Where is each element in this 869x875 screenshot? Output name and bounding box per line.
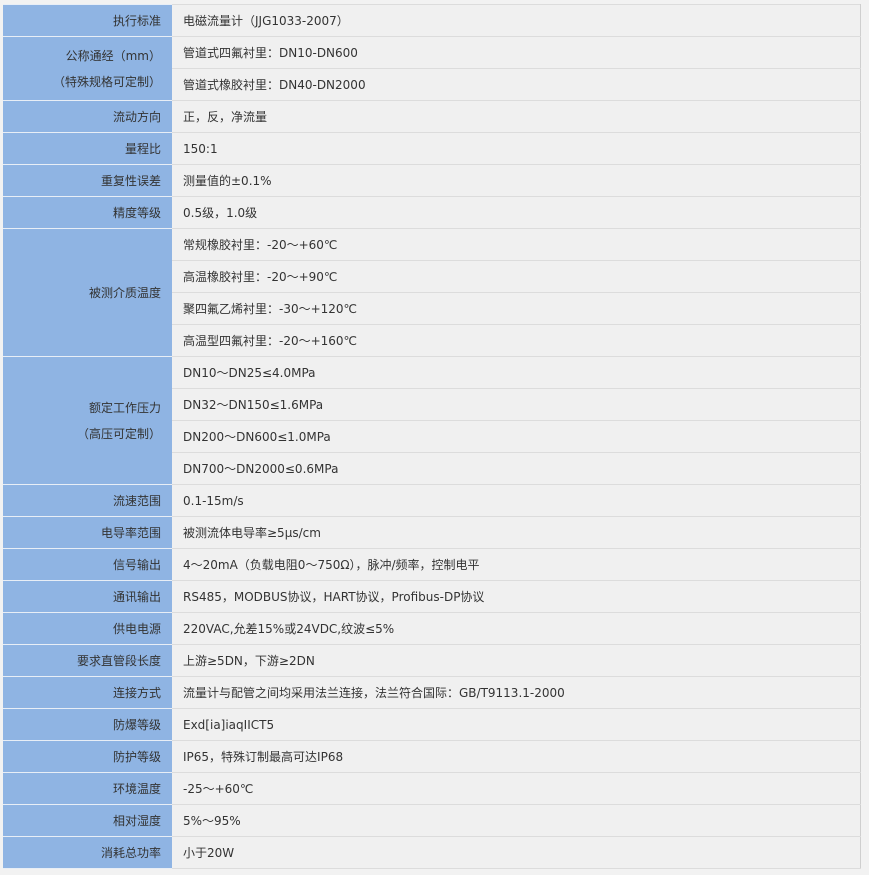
spec-label: 连接方式 <box>3 676 172 709</box>
spec-row: 连接方式 流量计与配管之间均采用法兰连接，法兰符合国际：GB/T9113.1-20… <box>3 676 861 709</box>
spec-value: -25～+60℃ <box>172 772 861 805</box>
spec-label: 消耗总功率 <box>3 836 172 869</box>
spec-value: 常规橡胶衬里：-20～+60℃ <box>172 228 861 261</box>
spec-row: 管道式橡胶衬里：DN40-DN2000 <box>3 68 861 101</box>
spec-label: 执行标准 <box>3 4 172 37</box>
spec-value: DN700～DN2000≤0.6MPa <box>172 452 861 485</box>
spec-label-line: 精度等级 <box>112 205 161 220</box>
spec-value: 220VAC,允差15%或24VDC,纹波≤5% <box>172 612 861 645</box>
spec-label: 要求直管段长度 <box>3 644 172 677</box>
spec-row: 信号输出 4～20mA（负载电阻0～750Ω），脉冲/频率，控制电平 <box>3 548 861 581</box>
spec-label-line: 量程比 <box>124 141 161 156</box>
spec-label: 重复性误差 <box>3 164 172 197</box>
spec-row: 公称通经（mm） （特殊规格可定制） 管道式四氟衬里：DN10-DN600 <box>3 36 861 101</box>
spec-label: 公称通经（mm） （特殊规格可定制） <box>3 36 172 101</box>
spec-value: 高温橡胶衬里：-20～+90℃ <box>172 260 861 293</box>
spec-value: DN200～DN600≤1.0MPa <box>172 420 861 453</box>
spec-value: 电磁流量计（JJG1033-2007） <box>172 4 861 37</box>
spec-row: 相对湿度 5%～95% <box>3 804 861 837</box>
spec-value: 4～20mA（负载电阻0～750Ω），脉冲/频率，控制电平 <box>172 548 861 581</box>
spec-label: 通讯输出 <box>3 580 172 613</box>
spec-value: RS485，MODBUS协议，HART协议，Profibus-DP协议 <box>172 580 861 613</box>
spec-row: 环境温度 -25～+60℃ <box>3 772 861 805</box>
spec-row: 流速范围 0.1-15m/s <box>3 484 861 517</box>
spec-label: 流速范围 <box>3 484 172 517</box>
spec-label: 环境温度 <box>3 772 172 805</box>
spec-label-line: 连接方式 <box>112 685 161 700</box>
spec-value: 小于20W <box>172 836 861 869</box>
spec-value: 上游≥5DN，下游≥2DN <box>172 644 861 677</box>
spec-value: 测量值的±0.1% <box>172 164 861 197</box>
spec-label-line: 供电电源 <box>112 621 161 636</box>
spec-label-line: 要求直管段长度 <box>76 653 161 668</box>
spec-table: 执行标准 电磁流量计（JJG1033-2007） 公称通经（mm） （特殊规格可定制）… <box>3 4 861 869</box>
spec-row: 防护等级 IP65，特殊订制最高可达IP68 <box>3 740 861 773</box>
spec-value: 流量计与配管之间均采用法兰连接，法兰符合国际：GB/T9113.1-2000 <box>172 676 861 709</box>
spec-label-line: 信号输出 <box>112 557 161 572</box>
spec-row: 消耗总功率 小于20W <box>3 836 861 869</box>
spec-label: 供电电源 <box>3 612 172 645</box>
spec-row: 流动方向 正，反，净流量 <box>3 100 861 133</box>
spec-label-line: 被测介质温度 <box>88 285 161 300</box>
spec-label: 相对湿度 <box>3 804 172 837</box>
spec-row: 电导率范围 被测流体电导率≥5μs/cm <box>3 516 861 549</box>
spec-row: DN32～DN150≤1.6MPa <box>3 388 861 421</box>
spec-label: 额定工作压力 （高压可定制） <box>3 356 172 485</box>
spec-label: 量程比 <box>3 132 172 165</box>
spec-value: 高温型四氟衬里：-20～+160℃ <box>172 324 861 357</box>
spec-label-line: 消耗总功率 <box>100 845 161 860</box>
spec-row: 防爆等级 Exd[ia]iaqIICT5 <box>3 708 861 741</box>
spec-label-line: 执行标准 <box>112 13 161 28</box>
spec-row: 聚四氟乙烯衬里：-30～+120℃ <box>3 292 861 325</box>
spec-label-line: 流动方向 <box>112 109 161 124</box>
spec-label-line: （高压可定制） <box>76 426 161 441</box>
spec-label: 防爆等级 <box>3 708 172 741</box>
spec-label-line: （特殊规格可定制） <box>52 74 161 89</box>
spec-value: 150:1 <box>172 132 861 165</box>
spec-label-line: 相对湿度 <box>112 813 161 828</box>
spec-row: 高温型四氟衬里：-20～+160℃ <box>3 324 861 357</box>
spec-value: 正，反，净流量 <box>172 100 861 133</box>
spec-row: 被测介质温度 常规橡胶衬里：-20～+60℃ <box>3 228 861 357</box>
spec-row: 通讯输出 RS485，MODBUS协议，HART协议，Profibus-DP协议 <box>3 580 861 613</box>
spec-label: 防护等级 <box>3 740 172 773</box>
spec-label-line: 流速范围 <box>112 493 161 508</box>
spec-label-line: 电导率范围 <box>100 525 161 540</box>
spec-row: 供电电源 220VAC,允差15%或24VDC,纹波≤5% <box>3 612 861 645</box>
spec-row: 额定工作压力 （高压可定制） DN10～DN25≤4.0MPa <box>3 356 861 485</box>
spec-value: 聚四氟乙烯衬里：-30～+120℃ <box>172 292 861 325</box>
spec-label: 流动方向 <box>3 100 172 133</box>
spec-label: 精度等级 <box>3 196 172 229</box>
spec-value: 管道式四氟衬里：DN10-DN600 <box>172 36 861 69</box>
spec-value: 被测流体电导率≥5μs/cm <box>172 516 861 549</box>
spec-row: 执行标准 电磁流量计（JJG1033-2007） <box>3 4 861 37</box>
spec-value: 0.1-15m/s <box>172 484 861 517</box>
spec-label-line: 防护等级 <box>112 749 161 764</box>
spec-label-line: 额定工作压力 <box>88 400 161 415</box>
spec-value: 管道式橡胶衬里：DN40-DN2000 <box>172 68 861 101</box>
spec-row: DN700～DN2000≤0.6MPa <box>3 452 861 485</box>
spec-value: 5%～95% <box>172 804 861 837</box>
spec-value: Exd[ia]iaqIICT5 <box>172 708 861 741</box>
spec-row: DN200～DN600≤1.0MPa <box>3 420 861 453</box>
spec-label: 被测介质温度 <box>3 228 172 357</box>
spec-label-line: 环境温度 <box>112 781 161 796</box>
spec-row: 精度等级 0.5级，1.0级 <box>3 196 861 229</box>
spec-row: 重复性误差 测量值的±0.1% <box>3 164 861 197</box>
spec-label-line: 重复性误差 <box>100 173 161 188</box>
spec-value: DN10～DN25≤4.0MPa <box>172 356 861 389</box>
spec-label-line: 公称通经（mm） <box>65 48 161 63</box>
spec-label-line: 防爆等级 <box>112 717 161 732</box>
spec-row: 量程比 150:1 <box>3 132 861 165</box>
spec-label: 电导率范围 <box>3 516 172 549</box>
spec-value: 0.5级，1.0级 <box>172 196 861 229</box>
spec-value: DN32～DN150≤1.6MPa <box>172 388 861 421</box>
spec-label-line: 通讯输出 <box>112 589 161 604</box>
spec-row: 要求直管段长度 上游≥5DN，下游≥2DN <box>3 644 861 677</box>
spec-value: IP65，特殊订制最高可达IP68 <box>172 740 861 773</box>
spec-label: 信号输出 <box>3 548 172 581</box>
